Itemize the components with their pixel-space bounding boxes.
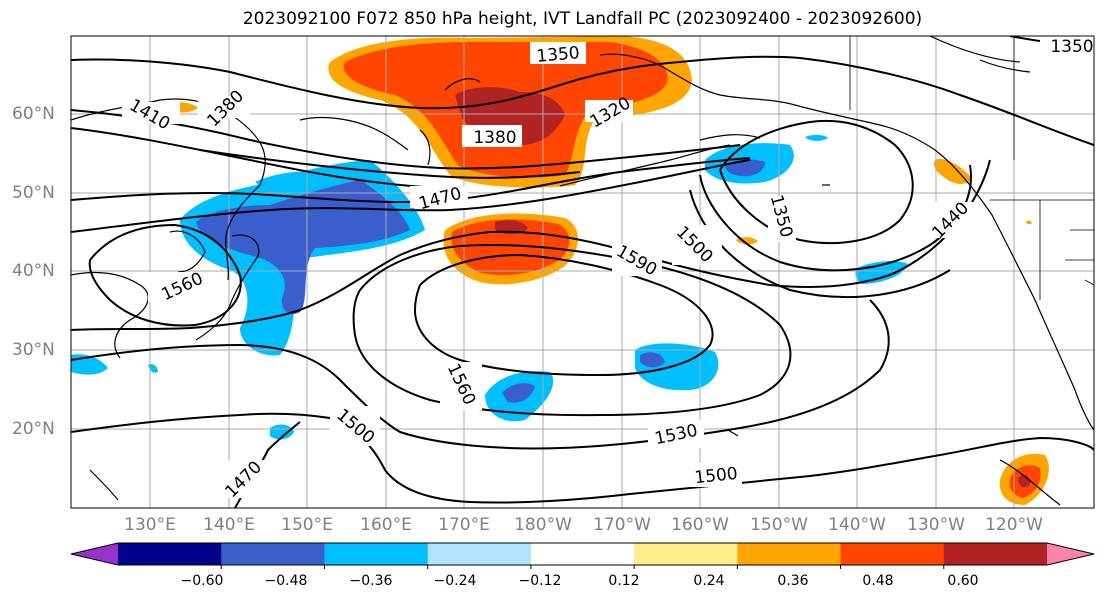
lon-label: 130°E xyxy=(124,515,176,535)
coastlines xyxy=(71,36,1094,506)
lon-label: 120°W xyxy=(985,515,1043,535)
colorbar-swatch xyxy=(324,543,429,565)
colorbar-swatch xyxy=(530,543,635,565)
lon-label: 130°W xyxy=(907,515,965,535)
colorbar-swatch xyxy=(427,543,532,565)
colorbar-tick-label: 0.12 xyxy=(608,573,640,589)
contour-label: 1350 xyxy=(1050,37,1093,57)
colorbar-tick-label: −0.36 xyxy=(349,573,393,589)
colorbar-swatch xyxy=(840,543,945,565)
colorbar-outline xyxy=(70,542,1095,566)
lon-label: 160°W xyxy=(671,515,729,535)
colorbar xyxy=(70,542,1095,569)
colorbar-swatch xyxy=(943,543,1048,565)
colorbar-swatches xyxy=(71,543,1094,565)
colorbar-swatch xyxy=(118,543,222,565)
colorbar-swatch xyxy=(634,543,738,565)
lat-label: 50°N xyxy=(12,183,55,203)
contour-label-backgrounds xyxy=(122,38,1094,498)
colorbar-tick-label: 0.24 xyxy=(693,573,725,589)
colorbar-tick-label: 0.60 xyxy=(947,573,979,589)
contour-label: 1380 xyxy=(473,128,516,148)
ivt-negative-shading xyxy=(71,134,908,440)
colorbar-tick-label: −0.60 xyxy=(180,573,224,589)
lon-label: 150°E xyxy=(281,515,333,535)
colorbar-ticks xyxy=(220,565,945,569)
lon-label: 170°W xyxy=(593,515,651,535)
colorbar-tick-label: −0.24 xyxy=(433,573,477,589)
lat-label: 60°N xyxy=(12,104,55,124)
lat-label: 40°N xyxy=(12,261,55,281)
contour-label: 1350 xyxy=(536,43,581,67)
colorbar-tick-label: −0.48 xyxy=(264,573,308,589)
lon-label: 140°W xyxy=(828,515,886,535)
map-title: 2023092100 F072 850 hPa height, IVT Land… xyxy=(242,9,923,29)
colorbar-tick-label: 0.36 xyxy=(777,573,809,589)
lon-label: 170°E xyxy=(438,515,490,535)
lon-label: 140°E xyxy=(203,515,255,535)
contour-label: 1500 xyxy=(694,464,739,488)
colorbar-extension-high xyxy=(1047,543,1094,565)
colorbar-swatch xyxy=(737,543,842,565)
lon-label: 160°E xyxy=(360,515,412,535)
colorbar-tick-label: 0.48 xyxy=(862,573,894,589)
colorbar-extension-low xyxy=(71,543,118,565)
lat-label: 30°N xyxy=(12,340,55,360)
colorbar-tick-label: −0.12 xyxy=(518,573,562,589)
lon-label: 150°W xyxy=(750,515,808,535)
colorbar-swatch xyxy=(221,543,325,565)
map-frame xyxy=(70,35,1095,509)
political-borders xyxy=(849,36,1094,300)
lat-label: 20°N xyxy=(12,419,55,439)
lon-label: 180°W xyxy=(514,515,572,535)
